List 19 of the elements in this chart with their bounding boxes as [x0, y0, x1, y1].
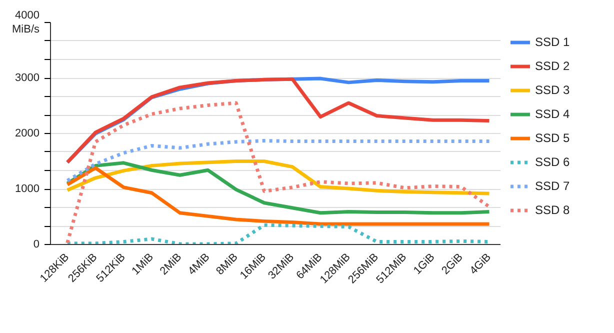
legend-label: SSD 8 [535, 203, 570, 217]
legend-label: SSD 6 [535, 155, 570, 169]
line-series [66, 138, 491, 182]
y-tick-label: 3000 [15, 72, 40, 84]
y-tick-label: 2000 [15, 128, 40, 140]
y-tick-label: 4000 [15, 9, 40, 22]
legend-label: SSD 1 [535, 35, 570, 49]
y-axis-title: MiB/s [12, 24, 40, 36]
y-tick-label: 0 [33, 238, 40, 250]
line-series [66, 101, 491, 244]
legend-label: SSD 4 [535, 107, 570, 121]
line-series [66, 161, 491, 215]
legend-label: SSD 3 [535, 83, 570, 97]
y-tick-label: 1000 [15, 183, 40, 195]
legend-label: SSD 5 [535, 131, 570, 145]
line-series [66, 160, 491, 196]
line-series [66, 166, 491, 226]
legend-label: SSD 7 [535, 179, 570, 193]
legend-label: SSD 2 [535, 59, 570, 73]
